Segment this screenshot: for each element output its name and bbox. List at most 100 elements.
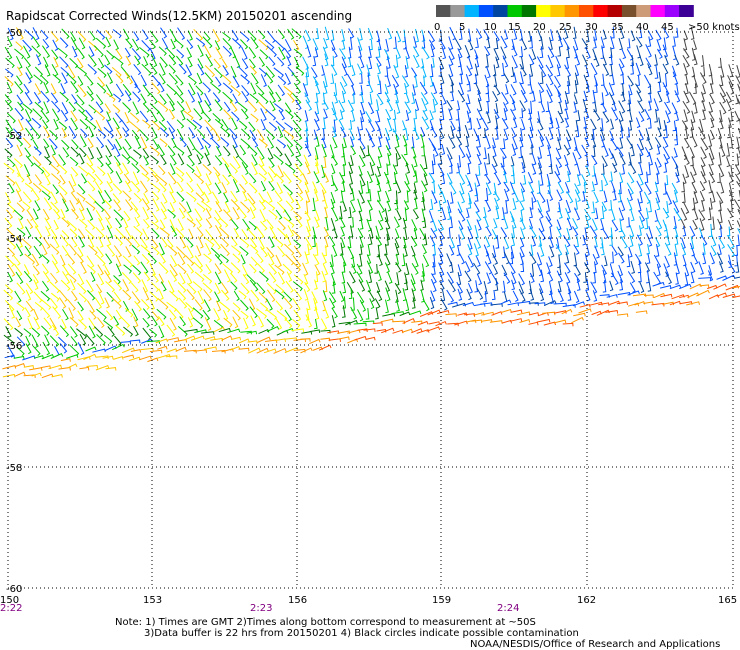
wind-barb xyxy=(4,68,14,78)
wind-barb xyxy=(330,29,335,41)
wind-barb xyxy=(204,65,216,78)
wind-barb xyxy=(132,272,141,284)
wind-barb xyxy=(251,137,259,148)
wind-barb xyxy=(133,192,143,203)
wind-barb xyxy=(675,272,679,285)
wind-barb xyxy=(593,100,597,113)
wind-barb xyxy=(619,26,625,40)
wind-barb xyxy=(240,282,250,295)
wind-barb xyxy=(709,171,716,184)
wind-barb xyxy=(50,272,58,284)
wind-barb xyxy=(287,92,295,103)
wind-barb xyxy=(149,30,159,43)
wind-barb xyxy=(138,355,152,361)
wind-barb xyxy=(186,39,194,50)
wind-barb xyxy=(121,347,135,354)
wind-barb xyxy=(285,200,294,211)
wind-barb xyxy=(151,172,160,183)
wind-barb xyxy=(304,29,311,42)
wind-barb xyxy=(59,91,69,103)
wind-barb xyxy=(230,346,241,351)
wind-barb xyxy=(59,343,68,354)
wind-barb xyxy=(619,126,624,139)
wind-barb xyxy=(648,226,653,239)
wind-barb xyxy=(79,119,89,130)
wind-barb xyxy=(602,269,607,284)
legend-swatch xyxy=(664,5,680,17)
wind-barb xyxy=(70,31,77,43)
wind-barb xyxy=(50,353,64,359)
wind-barb xyxy=(503,128,509,141)
wind-barb xyxy=(86,300,95,314)
wind-barb xyxy=(113,144,121,157)
wind-barb xyxy=(26,209,34,221)
wind-barb xyxy=(626,254,631,268)
wind-barb xyxy=(475,55,480,68)
wind-barb xyxy=(230,262,241,274)
wind-barb xyxy=(627,75,634,87)
wind-barb xyxy=(197,236,204,249)
wind-barb xyxy=(340,126,347,138)
wind-barb xyxy=(284,122,294,132)
wind-barb xyxy=(602,55,607,66)
wind-barb xyxy=(381,327,395,334)
wind-barb xyxy=(87,147,95,160)
wind-barb xyxy=(494,115,499,130)
wind-barb xyxy=(241,84,250,97)
wind-barb xyxy=(422,217,427,228)
wind-barb xyxy=(592,253,599,266)
wind-barb xyxy=(50,92,59,104)
wind-barb xyxy=(195,37,206,47)
wind-barb xyxy=(166,120,176,133)
wind-barb xyxy=(584,214,590,229)
wind-barb xyxy=(186,47,193,59)
wind-barb xyxy=(475,37,479,49)
wind-barb xyxy=(300,347,313,354)
wind-barb xyxy=(115,49,123,61)
wind-barb xyxy=(467,255,474,268)
legend-label: 30 xyxy=(585,22,598,33)
wind-barb xyxy=(15,137,24,147)
wind-barb xyxy=(143,155,149,166)
wind-barb xyxy=(293,210,303,221)
wind-barb xyxy=(626,38,631,49)
wind-barb xyxy=(88,126,95,138)
wind-barb xyxy=(611,73,615,86)
wind-barb xyxy=(362,320,375,325)
wind-barb xyxy=(269,91,276,104)
wind-barb xyxy=(174,308,184,320)
wind-barb xyxy=(88,244,98,256)
wind-barb xyxy=(342,201,347,212)
wind-barb xyxy=(305,314,313,328)
wind-barb xyxy=(708,135,713,148)
wind-barb xyxy=(643,301,654,305)
legend-label: 10 xyxy=(484,22,497,33)
wind-barb xyxy=(709,71,714,85)
wind-barb xyxy=(690,261,696,274)
wind-barb xyxy=(49,243,60,255)
wind-barb xyxy=(590,62,598,76)
wind-barb xyxy=(457,117,461,132)
wind-barb xyxy=(120,66,131,79)
wind-barb xyxy=(393,83,399,95)
wind-barb xyxy=(176,100,185,112)
wind-barb xyxy=(14,48,25,60)
wind-barb xyxy=(439,271,444,283)
wind-barb xyxy=(87,172,97,183)
wind-barb xyxy=(95,119,102,133)
wind-barb xyxy=(437,136,442,150)
wind-barb xyxy=(314,264,321,276)
wind-barb xyxy=(578,308,592,314)
wind-barb xyxy=(158,262,169,274)
wind-barb xyxy=(339,205,343,220)
wind-barb xyxy=(511,127,517,138)
wind-barb xyxy=(358,45,362,58)
wind-barb xyxy=(483,29,490,41)
wind-barb xyxy=(285,254,295,266)
wind-barb xyxy=(250,244,259,254)
wind-barb xyxy=(508,261,516,275)
wind-barb xyxy=(314,118,321,132)
wind-barb xyxy=(393,216,400,229)
wind-barb xyxy=(618,218,623,233)
wind-barb xyxy=(339,242,344,256)
